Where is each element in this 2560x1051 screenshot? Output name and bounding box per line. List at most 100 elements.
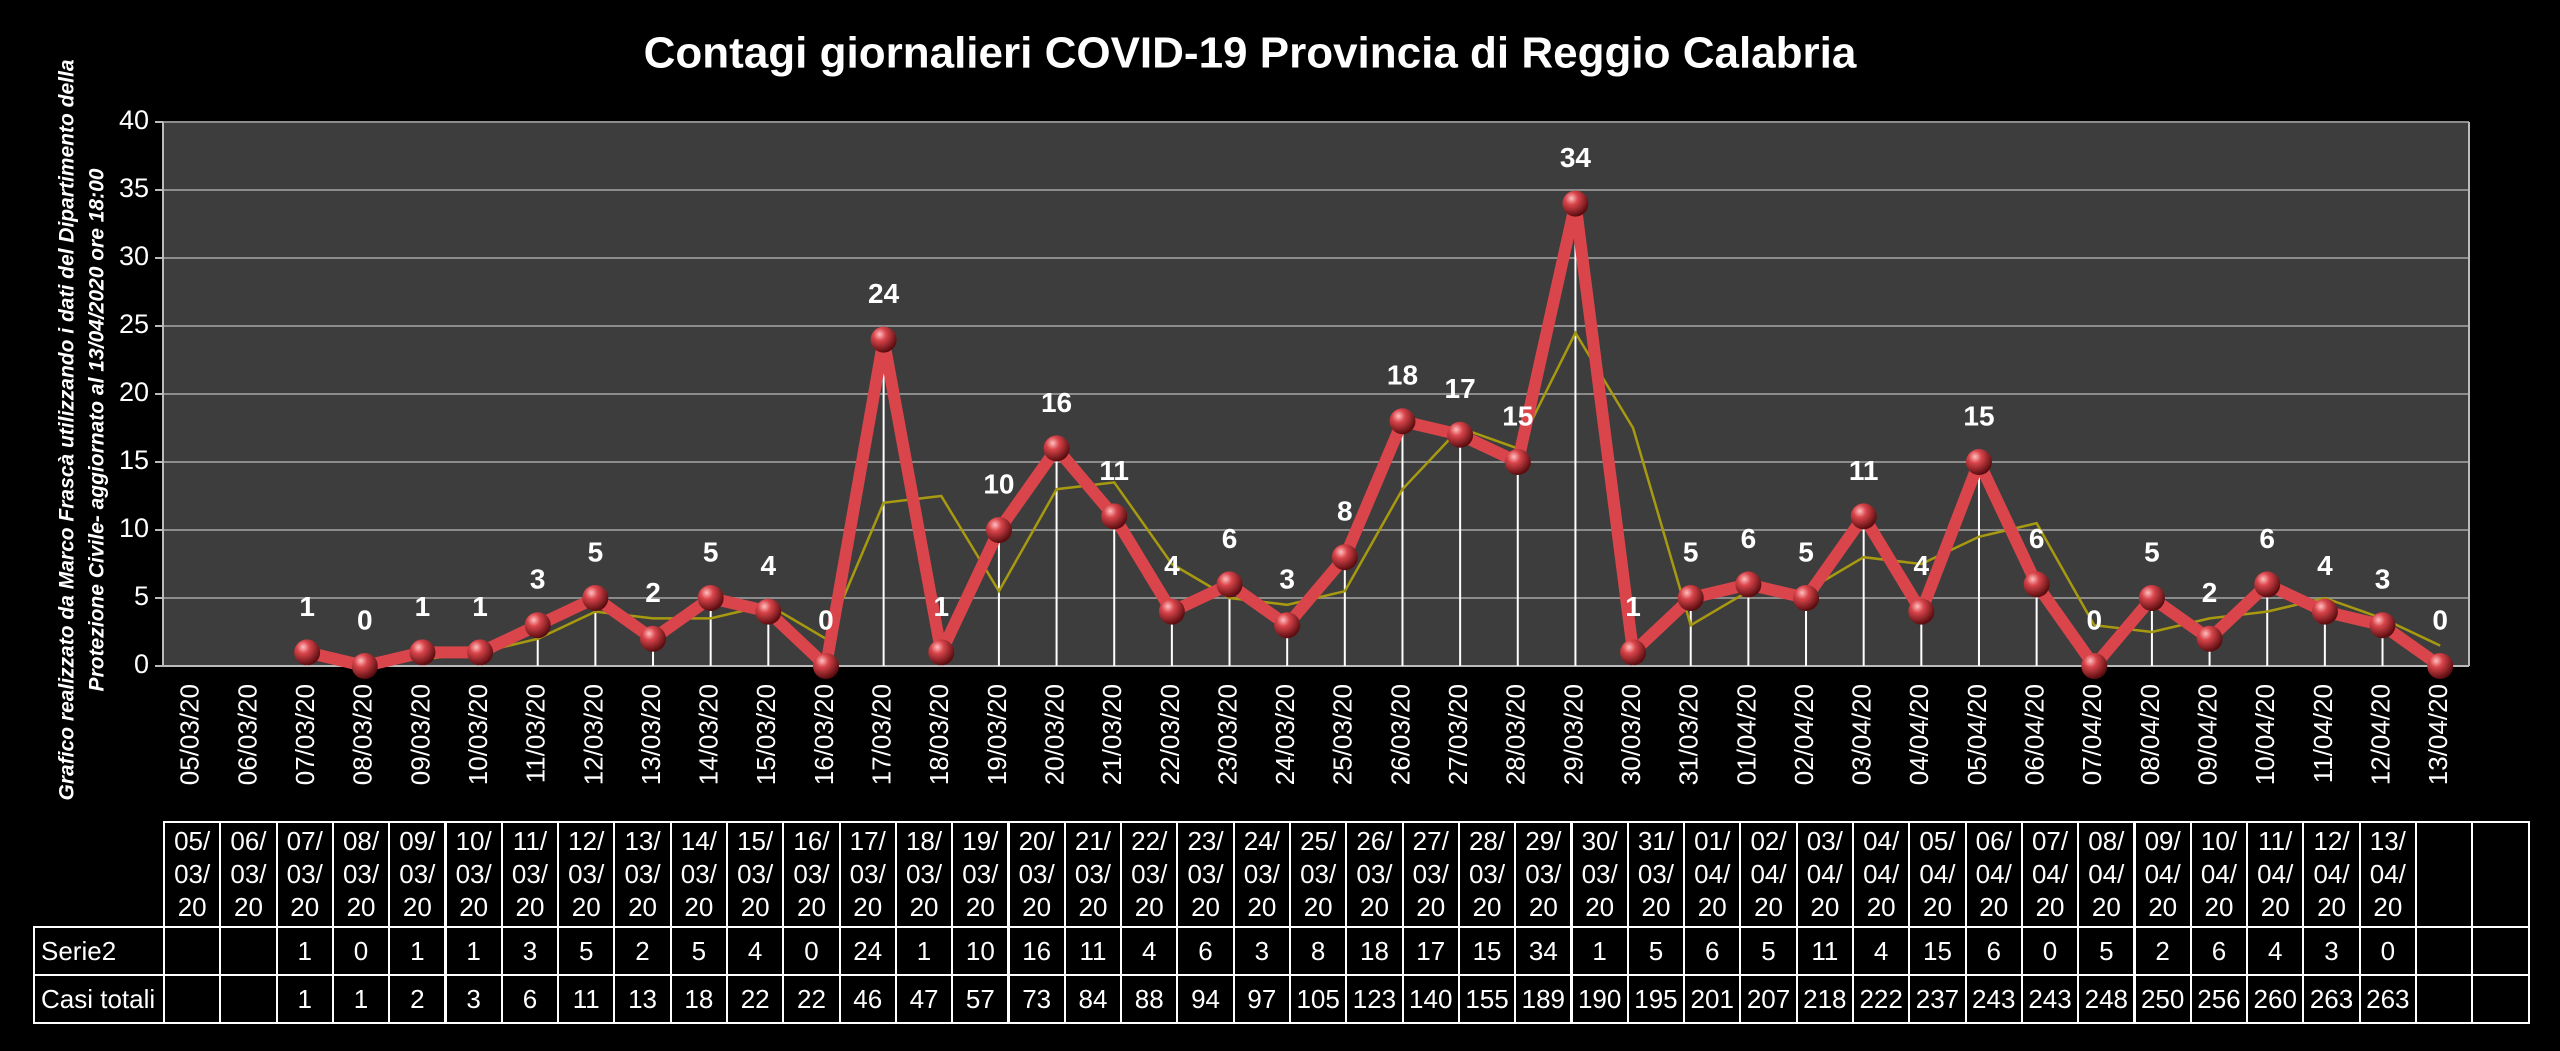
table-cell: 5 xyxy=(1739,926,1798,976)
table-cell: 5 xyxy=(2077,926,2136,976)
table-header-cell: 06/03/20 xyxy=(219,821,278,928)
table-cell: 2 xyxy=(388,974,447,1024)
table-cell: 105 xyxy=(1289,974,1348,1024)
x-tick-label: 20/03/20 xyxy=(1039,684,1069,785)
marker xyxy=(1504,449,1531,475)
data-label: 4 xyxy=(1914,550,1930,581)
table-cell: 1 xyxy=(1570,926,1629,976)
marker xyxy=(1043,435,1070,462)
data-label: 24 xyxy=(868,278,900,309)
y-tick-label: 15 xyxy=(119,445,149,475)
table-cell: 256 xyxy=(2189,974,2249,1024)
marker xyxy=(294,639,321,666)
table-cell: 207 xyxy=(1739,974,1798,1024)
data-label: 8 xyxy=(1337,496,1353,527)
table-header-cell: 11/03/20 xyxy=(500,821,560,928)
table-cell: 248 xyxy=(2077,974,2136,1024)
table-header-cell: 16/03/20 xyxy=(782,821,841,928)
table-cell: 11 xyxy=(1063,926,1123,976)
table-header-cell: 29/03/20 xyxy=(1514,821,1573,928)
data-label: 0 xyxy=(357,604,373,635)
x-tick-label: 11/04/20 xyxy=(2308,684,2338,783)
marker xyxy=(1101,503,1128,530)
marker xyxy=(985,517,1012,543)
marker xyxy=(409,639,436,666)
x-tick-label: 16/03/20 xyxy=(809,684,839,785)
table-cell: 15 xyxy=(1457,926,1517,976)
marker xyxy=(1965,449,1992,475)
table-cell: 222 xyxy=(1852,974,1911,1024)
table-cell: 5 xyxy=(1626,926,1686,976)
x-tick-label: 26/03/20 xyxy=(1385,684,1415,785)
data-label: 0 xyxy=(2086,604,2102,635)
data-label: 10 xyxy=(983,468,1014,499)
x-tick-label: 03/04/20 xyxy=(1847,684,1877,785)
table-cell: 4 xyxy=(1120,926,1179,976)
table-cell: 1 xyxy=(388,926,447,976)
marker xyxy=(1735,571,1762,598)
table-cell: 0 xyxy=(2020,926,2080,976)
table-header-cell: 21/03/20 xyxy=(1063,821,1123,928)
table-cell: 6 xyxy=(1964,926,2023,976)
table-cell: 11 xyxy=(557,974,616,1024)
data-label: 4 xyxy=(761,550,777,581)
table-cell: 34 xyxy=(1514,926,1573,976)
table-header-cell: 26/03/20 xyxy=(1345,821,1404,928)
table-cell: 24 xyxy=(838,926,897,976)
data-label: 5 xyxy=(2144,536,2160,567)
table-cell: 6 xyxy=(1176,926,1235,976)
marker xyxy=(2196,625,2223,652)
table-cell: 88 xyxy=(1120,974,1179,1024)
marker xyxy=(1216,571,1243,598)
data-label: 2 xyxy=(2202,577,2218,608)
x-tick-label: 13/03/20 xyxy=(636,684,666,785)
marker xyxy=(2081,653,2108,679)
table-header-cell: 31/03/20 xyxy=(1626,821,1686,928)
data-label: 3 xyxy=(1279,564,1295,595)
data-label: 6 xyxy=(1222,523,1238,554)
table-header-cell: 02/04/20 xyxy=(1739,821,1798,928)
table-cell: 0 xyxy=(782,926,841,976)
x-tick-label: 12/03/20 xyxy=(578,684,608,785)
table-header-cell: 13/03/20 xyxy=(613,821,672,928)
x-tick-label: 27/03/20 xyxy=(1443,684,1473,785)
table-header-cell: 23/03/20 xyxy=(1176,821,1235,928)
table-cell: 17 xyxy=(1401,926,1460,976)
table-cell: 16 xyxy=(1007,926,1066,976)
table-header-cell: 07/03/20 xyxy=(275,821,334,928)
x-tick-label: 02/04/20 xyxy=(1789,684,1819,785)
data-label: 3 xyxy=(530,564,546,595)
table-cell: 250 xyxy=(2133,974,2192,1024)
x-tick-label: 17/03/20 xyxy=(867,684,897,785)
table-header-cell: 06/04/20 xyxy=(1964,821,2023,928)
table-cell xyxy=(219,926,278,976)
x-tick-label: 06/04/20 xyxy=(2020,684,2050,785)
table-cell: 243 xyxy=(2020,974,2080,1024)
x-tick-label: 08/03/20 xyxy=(348,684,378,785)
data-label: 2 xyxy=(645,577,661,608)
data-label: 15 xyxy=(1963,400,1994,431)
marker xyxy=(1850,503,1877,530)
data-label: 3 xyxy=(2375,564,2391,595)
table-cell: 15 xyxy=(1908,926,1967,976)
table-cell: 10 xyxy=(951,926,1010,976)
data-label: 6 xyxy=(2259,523,2275,554)
table-header-cell: 12/04/20 xyxy=(2302,821,2361,928)
table-cell: 18 xyxy=(1345,926,1404,976)
x-tick-label: 14/03/20 xyxy=(694,684,724,785)
marker xyxy=(928,639,955,666)
table-header-cell: 27/03/20 xyxy=(1401,821,1460,928)
table-cell: 263 xyxy=(2302,974,2361,1024)
table-cell: 47 xyxy=(894,974,954,1024)
table-header-cell: 20/03/20 xyxy=(1007,821,1066,928)
marker xyxy=(2311,598,2338,625)
table-header-cell: 22/03/20 xyxy=(1120,821,1179,928)
table-header-cell: 09/04/20 xyxy=(2133,821,2192,928)
x-tick-label: 21/03/20 xyxy=(1097,684,1127,785)
marker xyxy=(2427,653,2454,679)
x-tick-label: 15/03/20 xyxy=(751,684,781,785)
table-cell: 1 xyxy=(275,926,334,976)
table-cell: 123 xyxy=(1345,974,1404,1024)
